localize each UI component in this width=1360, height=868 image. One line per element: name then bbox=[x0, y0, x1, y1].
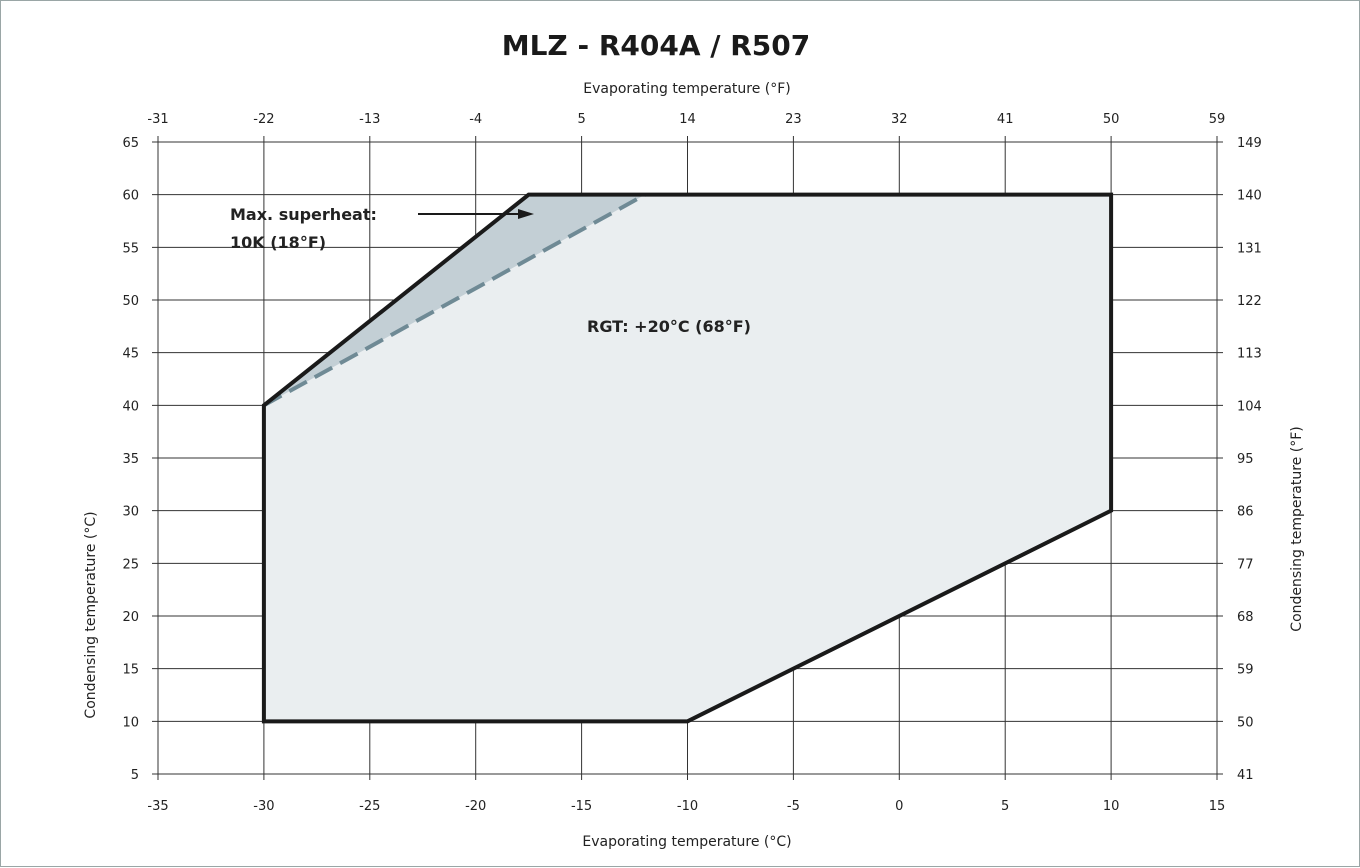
y-left-tick-label: 55 bbox=[122, 241, 139, 256]
tick-labels: -35 -30 -25 -20 -15 -10 -5 0 5 10 15 -31 -22 -13 -4 5 14… bbox=[122, 112, 1261, 814]
y-left-tick-label: 20 bbox=[122, 610, 139, 625]
superheat-annotation-line2: 10K (18°F) bbox=[230, 233, 326, 252]
superheat-annotation-line1: Max. superheat: bbox=[230, 205, 377, 224]
x-top-tick-label: 32 bbox=[891, 112, 908, 127]
x-bottom-tick-label: 5 bbox=[1001, 799, 1009, 814]
x-top-axis-label: Evaporating temperature (°F) bbox=[583, 81, 791, 97]
chart-title: MLZ - R404A / R507 bbox=[502, 29, 811, 62]
x-bottom-axis-label: Evaporating temperature (°C) bbox=[582, 834, 791, 850]
x-bottom-tick-label: -10 bbox=[677, 799, 698, 814]
y-left-tick-label: 30 bbox=[122, 505, 139, 520]
rgt-annotation: RGT: +20°C (68°F) bbox=[587, 317, 751, 336]
envelope-areas bbox=[261, 192, 1114, 724]
y-left-tick-label: 50 bbox=[122, 294, 139, 309]
y-right-axis-label: Condensing temperature (°F) bbox=[1289, 426, 1305, 631]
y-right-tick-label: 104 bbox=[1237, 399, 1262, 414]
x-bottom-tick-label: 10 bbox=[1103, 799, 1120, 814]
y-right-tick-label: 149 bbox=[1237, 136, 1262, 151]
y-left-tick-label: 40 bbox=[122, 399, 139, 414]
superheat-arrow-head bbox=[518, 209, 534, 219]
x-bottom-tick-label: 0 bbox=[895, 799, 903, 814]
y-left-tick-label: 65 bbox=[122, 136, 139, 151]
y-left-tick-label: 5 bbox=[131, 768, 139, 783]
x-top-tick-label: 14 bbox=[679, 112, 696, 127]
y-left-tick-label: 60 bbox=[122, 189, 139, 204]
y-left-tick-label: 45 bbox=[122, 347, 139, 362]
x-top-tick-label: 59 bbox=[1209, 112, 1226, 127]
x-bottom-tick-label: -15 bbox=[571, 799, 592, 814]
y-left-tick-label: 25 bbox=[122, 557, 139, 572]
x-bottom-tick-label: 15 bbox=[1209, 799, 1226, 814]
x-top-tick-label: 5 bbox=[577, 112, 585, 127]
x-top-tick-label: -13 bbox=[359, 112, 380, 127]
y-right-tick-label: 131 bbox=[1237, 241, 1262, 256]
x-top-tick-label: 41 bbox=[997, 112, 1014, 127]
x-bottom-tick-label: -35 bbox=[147, 799, 168, 814]
y-right-tick-label: 122 bbox=[1237, 294, 1262, 309]
x-bottom-tick-label: -20 bbox=[465, 799, 486, 814]
envelope-fill bbox=[263, 194, 1112, 722]
y-right-tick-label: 140 bbox=[1237, 189, 1262, 204]
y-right-tick-label: 68 bbox=[1237, 610, 1254, 625]
x-top-tick-label: -22 bbox=[253, 112, 274, 127]
y-right-tick-label: 59 bbox=[1237, 663, 1254, 678]
y-left-tick-label: 10 bbox=[122, 715, 139, 730]
y-left-axis-label: Condensing temperature (°C) bbox=[83, 511, 99, 718]
y-right-tick-label: 86 bbox=[1237, 505, 1254, 520]
y-right-tick-label: 113 bbox=[1237, 347, 1262, 362]
x-bottom-tick-label: -5 bbox=[787, 799, 800, 814]
x-top-tick-label: 23 bbox=[785, 112, 802, 127]
envelope-outline bbox=[261, 192, 1114, 724]
x-top-tick-label: 50 bbox=[1103, 112, 1120, 127]
x-bottom-tick-label: -30 bbox=[253, 799, 274, 814]
x-top-tick-label: -4 bbox=[469, 112, 482, 127]
y-right-tick-label: 77 bbox=[1237, 557, 1254, 572]
annotations: Max. superheat: 10K (18°F) RGT: +20°C (6… bbox=[230, 205, 751, 336]
y-left-tick-label: 15 bbox=[122, 663, 139, 678]
superheat-dashed-line bbox=[262, 192, 647, 408]
y-left-tick-label: 35 bbox=[122, 452, 139, 467]
x-bottom-tick-label: -25 bbox=[359, 799, 380, 814]
y-right-tick-label: 95 bbox=[1237, 452, 1254, 467]
x-top-tick-label: -31 bbox=[147, 112, 168, 127]
y-right-tick-label: 41 bbox=[1237, 768, 1254, 783]
y-right-tick-label: 50 bbox=[1237, 715, 1254, 730]
